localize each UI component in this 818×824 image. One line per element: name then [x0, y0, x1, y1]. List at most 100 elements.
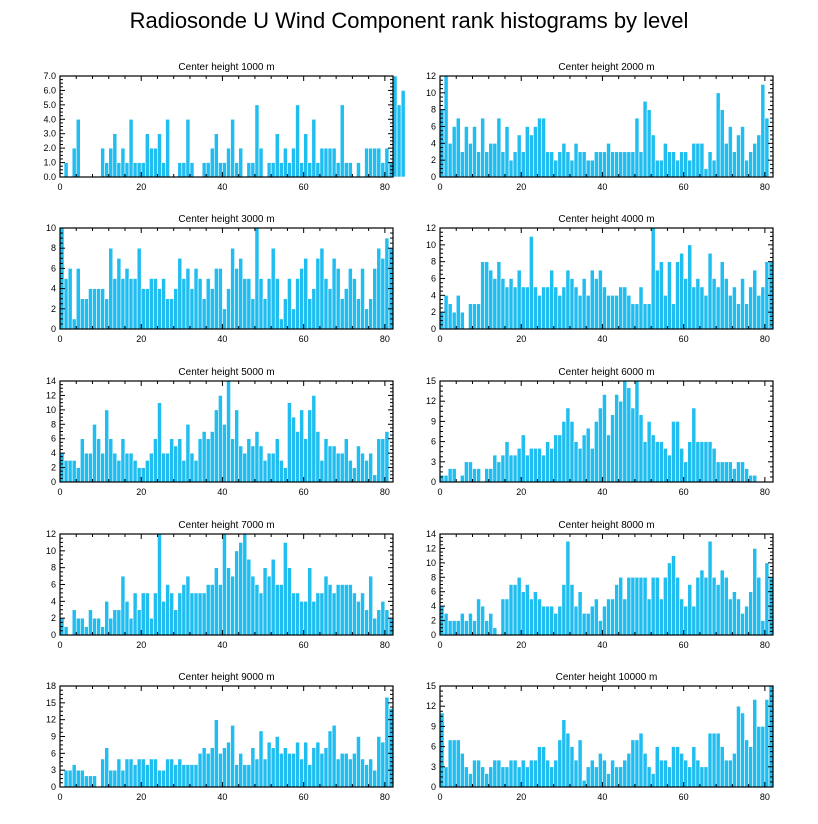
histogram-bar [598, 753, 603, 788]
histogram-bar [541, 746, 546, 788]
x-tick-label: 20 [516, 182, 526, 192]
y-tick-label: 0 [431, 782, 436, 792]
histogram-bar [630, 739, 636, 788]
histogram-bar [589, 759, 595, 788]
histogram-bar [752, 699, 758, 788]
x-tick-label: 20 [516, 640, 526, 650]
x-tick-label: 20 [136, 334, 146, 344]
histogram-bar [553, 759, 559, 788]
x-tick-label: 80 [380, 640, 390, 650]
histogram-bar [573, 759, 579, 788]
histogram-bar [748, 746, 753, 788]
histogram-bar [654, 746, 660, 788]
histogram-bar [687, 766, 693, 788]
x-tick-label: 80 [760, 334, 770, 344]
y-tick-label: 12 [426, 223, 436, 233]
histogram-bar [715, 732, 721, 788]
histogram-bar [723, 759, 729, 788]
y-tick-label: 12 [46, 715, 56, 725]
y-tick-label: 15 [426, 681, 436, 691]
histogram-bar [642, 753, 648, 788]
y-tick-label: 0 [51, 477, 56, 487]
y-tick-label: 10 [426, 240, 436, 250]
y-tick-label: 8 [431, 572, 436, 582]
histogram-bar [500, 766, 506, 788]
x-tick-label: 80 [380, 487, 390, 497]
histogram-bar [455, 739, 461, 788]
histogram-bar [736, 705, 741, 788]
panel-title: Center height 3000 m [178, 214, 274, 225]
histogram-bar [658, 759, 664, 788]
y-tick-label: 6 [51, 748, 56, 758]
x-tick-label: 60 [679, 182, 689, 192]
x-tick-label: 20 [136, 792, 146, 802]
histogram-bar [728, 759, 733, 788]
x-tick-label: 0 [437, 640, 442, 650]
y-tick-label: 6 [431, 742, 436, 752]
y-tick-label: 2 [431, 155, 436, 165]
panel-title: Center height 6000 m [558, 367, 654, 378]
y-tick-label: 6 [51, 263, 56, 273]
histogram-bar [614, 766, 619, 788]
histogram-bar [679, 753, 684, 788]
histogram-bar [439, 712, 445, 788]
x-tick-label: 40 [217, 334, 227, 344]
x-tick-label: 0 [57, 182, 62, 192]
y-tick-label: 4 [51, 284, 56, 294]
histogram-bar [447, 739, 453, 788]
histogram-bar [719, 746, 725, 788]
panel-title: Center height 8000 m [558, 520, 654, 531]
histogram-bar [602, 759, 607, 788]
y-tick-label: 3.0 [43, 129, 56, 139]
histogram-bar [492, 759, 498, 788]
y-tick-label: 10 [426, 88, 436, 98]
histogram-bar [569, 746, 575, 788]
histogram-bar [565, 732, 571, 788]
histogram-bar [504, 766, 510, 788]
panel-title: Center height 2000 m [558, 62, 654, 73]
histogram-bar [699, 766, 705, 788]
histogram-bar [464, 766, 469, 788]
y-tick-label: 4.0 [43, 114, 56, 124]
x-tick-label: 60 [679, 334, 689, 344]
histogram-bar [675, 746, 680, 788]
histogram-bar [484, 773, 490, 788]
histogram-bar [618, 766, 624, 788]
y-tick-label: 4 [431, 290, 436, 300]
histogram-bar [695, 759, 701, 788]
x-tick-label: 0 [57, 792, 62, 802]
y-tick-label: 4 [51, 448, 56, 458]
y-tick-label: 4 [431, 138, 436, 148]
histogram-bar [496, 759, 502, 788]
y-tick-label: 6 [51, 434, 56, 444]
x-tick-label: 60 [299, 334, 309, 344]
x-tick-label: 20 [516, 487, 526, 497]
x-tick-label: 40 [597, 640, 607, 650]
x-tick-label: 0 [437, 334, 442, 344]
histogram-bar [585, 766, 591, 788]
y-tick-label: 9 [431, 416, 436, 426]
histogram-bar [626, 753, 632, 788]
y-tick-label: 9 [431, 721, 436, 731]
histogram-bar [646, 766, 652, 788]
x-tick-label: 60 [679, 792, 689, 802]
histogram-bar [703, 766, 709, 788]
histogram-bar [667, 766, 672, 788]
y-tick-label: 7.0 [43, 71, 56, 81]
y-tick-label: 10 [426, 558, 436, 568]
y-tick-label: 12 [426, 543, 436, 553]
y-tick-label: 12 [46, 529, 56, 539]
panel-title: Center height 10000 m [556, 672, 658, 683]
panel-title: Center height 4000 m [558, 214, 654, 225]
histogram-bar [529, 759, 534, 788]
histogram-bar [545, 759, 550, 788]
y-tick-label: 0 [51, 324, 56, 334]
histogram-bar [638, 732, 644, 788]
